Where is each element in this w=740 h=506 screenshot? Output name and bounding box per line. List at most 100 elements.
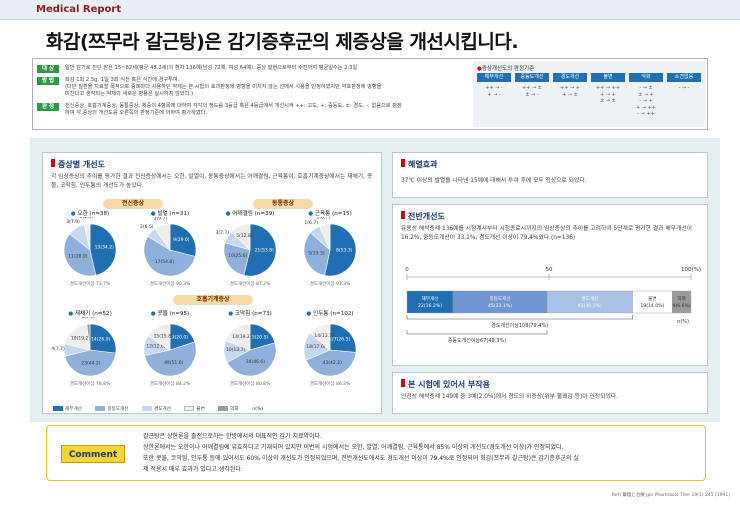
pie-slice-label: 2(6.5) [140, 224, 154, 230]
comment-line: 제 적용시 매우 효과가 있다고 생각된다. [143, 466, 243, 473]
bar-segment-value: 9(6.6%) [673, 303, 691, 309]
info-row-judgement: 판 정 전신증상, 호흡기계증상, 동통증상, 제증의 4항목에 대하여 각각의 … [37, 103, 445, 117]
pie-slice-label: 13(34.2) [95, 244, 115, 250]
criteria-cell: ++ → - + → - [485, 85, 503, 98]
pie-svg: 19(20.0) 49(51.6) 12(12.6) 15(15.8) [143, 323, 197, 377]
bar-segment-value: 45(33.1%) [488, 303, 512, 309]
pie-caption: 경도개선이상 93.3% [309, 282, 351, 287]
pie-slice-중등도개선 [303, 232, 331, 276]
bar-segment-value: 22(16.2%) [418, 303, 442, 309]
pie-slice-label: 1(1.9) [81, 317, 95, 320]
info-tag: 판 정 [37, 103, 59, 111]
pie-slice-중등도개선 [144, 341, 197, 377]
box-title: 해열효과 [401, 159, 437, 170]
criteria-table: ●증상개선도의 판정기준 해무개선 중등도개선 경도개선 불변 악화 소견없음 … [473, 61, 705, 127]
pie-slice-label: 43(42.2) [323, 360, 343, 366]
pie-slice-label: 1(6.7) [304, 220, 318, 226]
bar-segment-중등도개선 [452, 290, 548, 314]
comment-text: 갈근탕은 상한론을 출전으로하는 한방에서의 대표적인 감기 치료약이다. 상한… [143, 431, 699, 475]
pie-1: ● 오한 (n=38) 13(34.2) 11(28.9) 3(7.9) 1(2.6) 경… [51, 209, 129, 289]
symptom-improvement-box: 증상별 개선도 각 임상증상의 추이를 평가한 결과 전신증상에서는 오한, 발… [42, 152, 382, 414]
pie-4: ● 근육통 (n=15) 8(53.3) 5(33.3) 1(6.7) 1(6.7) 경도… [291, 209, 369, 289]
pie-title: ● 인두통 (n=102) [306, 311, 354, 317]
pie-slice-해무개선 [169, 223, 197, 257]
pie-slice-해무개선 [324, 223, 357, 277]
box-title: 전반개선도 [401, 211, 445, 222]
pie-slice-label: 5(33.3) [308, 250, 325, 256]
pie-slice-label: 21(53.8) [255, 248, 275, 254]
pie-caption: 경도개선이상 90.3% [149, 282, 191, 287]
bar-segment-불변 [632, 290, 673, 314]
pie-slice-중등도개선 [143, 235, 196, 277]
info-row-subject: 대 상 일반 감기로 진단 받은 15~82세(평균 48.2세)의 환자 136… [37, 65, 445, 73]
symptom-description: 각 임상증상의 추이를 평가한 결과 전신증상에서는 오한, 발열이, 동통증상… [51, 174, 373, 189]
pie-caption: 경도개선이상 73.7% [69, 282, 111, 287]
pie-slice-중등도개선 [64, 349, 117, 377]
criteria-header: 해무개선 [477, 73, 511, 82]
pie-title: ● 재채기 (n=52) [68, 311, 112, 317]
legend-item: 해무개선 [53, 406, 82, 412]
criteria-cell: - → - [678, 85, 690, 91]
pie-slice-label: 14(13.7) [314, 333, 334, 339]
pie-slice-label: 1(2.6) [80, 217, 94, 220]
info-text: 일반 감기로 진단 받은 15~82세(평균 48.2세)의 환자 136예(남… [65, 65, 359, 71]
pie-slice-해무개선 [89, 223, 117, 276]
pie-slice-label: 18(17.6) [306, 344, 326, 350]
adverse-text: 안전성 해석증례 149예 중 3예(2.0%)에서 경도의 위증상(위부 불쾌… [401, 394, 618, 400]
pie-caption: 경도개선이상 87.2% [229, 282, 271, 287]
pie-slice-불변 [230, 223, 251, 251]
study-info-box: 대 상 일반 감기로 진단 받은 15~82세(평균 48.2세)의 환자 136… [32, 58, 708, 130]
pie-3: ● 어깨결림 (n=39) 21(53.8) 10(25.6) 3(7.7) 5(12.… [211, 209, 289, 289]
info-tag: 대 상 [37, 65, 59, 73]
axis-tick-label: 100(%) [681, 267, 701, 273]
pie-caption: 경도개선이상 84.2% [149, 382, 191, 387]
adverse-effect-box: 본 시험에 있어서 부작용 안전성 해석증례 149예 중 3예(2.0%)에서… [392, 372, 708, 414]
pie-svg: 21(53.8) 10(25.6) 3(7.7) 5(12.8) [216, 223, 277, 277]
criteria-title: ●증상개선도의 판정기준 [477, 66, 535, 72]
pie-slice-중등도개선 [63, 233, 97, 277]
bar-segment-label: 악화 [677, 295, 686, 302]
pie-slice-label: 3(7.9) [66, 219, 80, 225]
pie-title: ● 발열 (n=31) [150, 211, 190, 217]
pie-8: ● 인두통 (n=102) 27(26.5) 43(42.2) 18(17.6) 14(… [291, 309, 369, 389]
pie-svg: 14(26.9) 23(44.2) 4(7.7) 10(19.2) 1(1.9) [51, 317, 117, 377]
group-label-pain: 동통증상 [253, 199, 313, 209]
criteria-header: 악화 [629, 73, 663, 82]
overall-text: 유용성 해석증례 136예를 시험계시부터 시험종료시까지의 임상증상의 추이를… [401, 226, 693, 241]
comment-badge: Comment [61, 445, 125, 463]
axis-tick-label: 0 [405, 267, 409, 273]
pie-slice-label: 27(26.5) [331, 336, 351, 342]
pie-caption: 경도개선이상 86.3% [309, 382, 351, 387]
reference: Ref) 藥理と治療·Jpn Pharmacol Ther 19(1) 245 … [611, 493, 730, 498]
pie-5: ● 재채기 (n=52) 14(26.9) 23(44.2) 4(7.7) 10(19.… [51, 309, 129, 389]
pie-slice-label: 3(9.7) [154, 217, 168, 222]
pie-title: ● 어깨결림 (n=39) [225, 211, 275, 217]
criteria-cell: ++ → ± ± → - [522, 85, 542, 98]
group-label-systemic: 전신증상 [103, 199, 163, 209]
comment-box: Comment 갈근탕은 상한론을 출전으로하는 한방에서의 대표적인 감기 치… [46, 425, 706, 481]
bracket-label: 경도개선이상108(79.4%) [491, 322, 548, 329]
pie-slice-label: 17(54.8) [155, 259, 175, 265]
pie-slice-불변 [83, 223, 91, 251]
box-title: 증상별 개선도 [51, 159, 105, 170]
pie-slice-불변 [147, 323, 171, 351]
pie-caption: 경도개선이상 78.8% [69, 382, 111, 387]
info-tag: 방 법 [37, 77, 59, 85]
criteria-cell: ++ → + + → ± [560, 85, 580, 98]
pie-slice-label: 12(12.6) [146, 343, 166, 349]
pie-slice-label: 11(28.9) [68, 254, 88, 260]
pie-slice-label: 15(20.5) [249, 335, 269, 341]
overall-improvement-box: 전반개선도 유용성 해석증례 136예를 시험계시부터 시험종료시까지의 임상증… [392, 204, 708, 366]
pie-slice-label: 10(25.6) [228, 253, 248, 259]
legend-item: 악화 [218, 406, 239, 412]
pie-slice-label: 8(53.3) [336, 248, 353, 254]
criteria-header: 중등도개선 [515, 73, 549, 82]
pie-title: ● 콧물 (n=95) [150, 311, 190, 317]
criteria-cell: ++ → ++ + → + ± → ± [595, 85, 621, 104]
criteria-header: 소견없음 [667, 73, 701, 82]
pie-slice-label: 4(7.7) [51, 346, 65, 352]
fever-text: 37℃ 이상의 발열을 나타낸 15예에 대해서 투여 후에 모두 정상으로 되… [401, 178, 587, 184]
pie-title: ● 코막힘 (n=73) [228, 311, 272, 317]
criteria-header: 경도개선 [553, 73, 587, 82]
